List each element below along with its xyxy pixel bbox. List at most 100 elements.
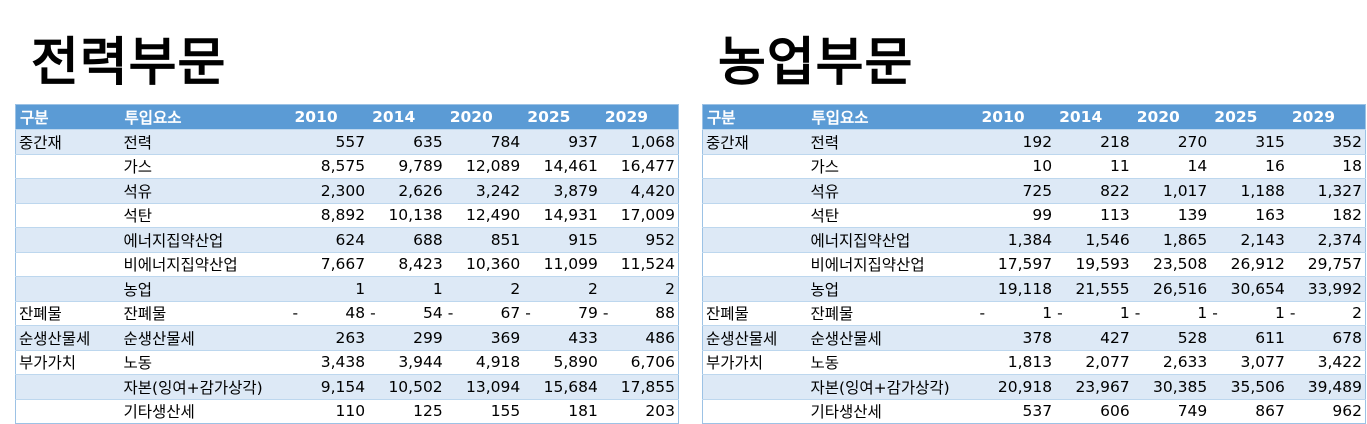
value-cell: -2 xyxy=(1287,300,1366,326)
cell-value: 851 xyxy=(490,230,521,249)
cell-value: 19,593 xyxy=(1075,255,1130,274)
negative-sign: - xyxy=(1212,303,1218,322)
value-cell: 19,593 xyxy=(1055,251,1133,277)
value-cell: 369 xyxy=(445,325,524,350)
value-cell: 4,420 xyxy=(600,178,679,203)
row-category xyxy=(702,398,808,424)
table-row: 가스 8,575 9,789 12,089 14,461 16,477 xyxy=(15,153,679,179)
value-cell: -1 xyxy=(1132,300,1211,326)
cell-value: 2,633 xyxy=(1162,353,1208,372)
value-cell: 2,143 xyxy=(1210,227,1288,252)
value-cell: 26,516 xyxy=(1132,276,1211,301)
cell-value: 822 xyxy=(1100,181,1130,200)
cell-value: 11,099 xyxy=(543,255,598,274)
cell-value: 39,489 xyxy=(1307,377,1362,396)
value-cell: 606 xyxy=(1055,398,1133,424)
header-year: 2025 xyxy=(523,104,601,130)
value-cell: 10 xyxy=(977,153,1056,179)
value-cell: 11,524 xyxy=(600,251,679,277)
table-row: 비에너지집약산업 7,667 8,423 10,360 11,099 11,524 xyxy=(15,251,679,277)
cell-value: 3,422 xyxy=(1317,353,1362,372)
value-cell: 1,546 xyxy=(1055,227,1133,252)
row-category xyxy=(702,227,808,252)
negative-sign: - xyxy=(602,303,609,322)
cell-value: 8,423 xyxy=(398,255,443,274)
negative-sign: - xyxy=(1289,303,1296,322)
cell-value: 635 xyxy=(413,132,443,151)
value-cell: - 88 xyxy=(600,300,679,326)
row-category xyxy=(15,202,121,228)
cell-value: 5,890 xyxy=(553,353,598,372)
table-row: 농업 19,118 21,555 26,516 30,654 33,992 xyxy=(702,276,1366,301)
cell-value: 1 xyxy=(1042,304,1053,323)
table-row: 부가가치 노동 1,813 2,077 2,633 3,077 3,422 xyxy=(702,349,1366,375)
cell-value: 163 xyxy=(1255,206,1285,225)
cell-value: 1 xyxy=(355,279,366,298)
cell-value: 14,931 xyxy=(543,206,598,225)
row-item: 자본(잉여+감가상각) xyxy=(120,374,291,399)
value-cell: 1,327 xyxy=(1287,178,1366,203)
value-cell: 10,502 xyxy=(368,374,446,399)
cell-value: 14,461 xyxy=(543,157,598,176)
cell-value: 11,524 xyxy=(620,255,675,274)
value-cell: 1,384 xyxy=(977,227,1056,252)
table-row: 순생산물세 순생산물세 263 299 369 433 486 xyxy=(15,325,679,350)
value-cell: 299 xyxy=(368,325,446,350)
row-item: 노동 xyxy=(807,349,978,375)
cell-value: 17,009 xyxy=(620,206,675,225)
row-category xyxy=(702,153,808,179)
cell-value: 624 xyxy=(335,230,366,249)
cell-value: 1,813 xyxy=(1007,353,1053,372)
cell-value: 299 xyxy=(413,328,443,347)
cell-value: 1 xyxy=(432,279,443,298)
cell-value: 1 xyxy=(1197,304,1208,323)
header-year: 2010 xyxy=(977,104,1056,130)
cell-value: 10,360 xyxy=(466,255,521,274)
table-row: 잔폐물 잔폐물 -48-54-67-79-88 xyxy=(15,300,679,326)
value-cell: 39,489 xyxy=(1287,374,1366,399)
cell-value: 369 xyxy=(490,328,521,347)
value-cell: 6,706 xyxy=(600,349,679,375)
value-cell: 8,423 xyxy=(368,251,446,277)
cell-value: 26,516 xyxy=(1153,279,1208,298)
cell-value: 915 xyxy=(568,230,598,249)
value-cell: 35,506 xyxy=(1210,374,1288,399)
value-cell: 784 xyxy=(445,129,524,154)
cell-value: 1,384 xyxy=(1007,230,1053,249)
row-item: 잔폐물 xyxy=(120,300,291,326)
cell-value: 29,757 xyxy=(1307,255,1362,274)
value-cell: 16 xyxy=(1210,153,1288,179)
value-cell: 3,438 xyxy=(290,349,369,375)
cell-value: 11 xyxy=(1109,157,1130,176)
cell-value: 725 xyxy=(1022,181,1053,200)
value-cell: -1 xyxy=(1055,300,1133,326)
cell-value: 125 xyxy=(413,402,443,421)
table-header-row: 구분 투입요소 2010 2014 2020 2025 2029 xyxy=(702,104,1366,130)
cell-value: 2 xyxy=(665,279,675,298)
table-header-row: 구분 투입요소 2010 2014 2020 2025 2029 xyxy=(15,104,679,130)
cell-value: 110 xyxy=(335,402,366,421)
cell-value: 26,912 xyxy=(1230,255,1285,274)
cell-value: 181 xyxy=(568,402,598,421)
table-row: 기타생산세 110 125 155 181 203 xyxy=(15,398,679,424)
row-item: 농업 xyxy=(120,276,291,301)
row-item: 에너지집약산업 xyxy=(120,227,291,252)
value-cell: - 79 xyxy=(523,300,601,326)
negative-sign: - xyxy=(292,303,299,322)
value-cell: 10,360 xyxy=(445,251,524,277)
value-cell: 17,855 xyxy=(600,374,679,399)
cell-value: 19,118 xyxy=(997,279,1053,298)
value-cell: 2,374 xyxy=(1287,227,1366,252)
value-cell: 11,099 xyxy=(523,251,601,277)
cell-value: 23,508 xyxy=(1153,255,1208,274)
data-table: 구분 투입요소 2010 2014 2020 2025 2029 중간재 전력 55… xyxy=(15,104,679,424)
value-cell: 915 xyxy=(523,227,601,252)
value-cell: 9,154 xyxy=(290,374,369,399)
cell-value: 611 xyxy=(1255,328,1285,347)
value-cell: 18 xyxy=(1287,153,1366,179)
value-cell: 23,967 xyxy=(1055,374,1133,399)
value-cell: 270 xyxy=(1132,129,1211,154)
table-row: 자본(잉여+감가상각) 9,154 10,502 13,094 15,684 17,855 xyxy=(15,374,679,399)
value-cell: 537 xyxy=(977,398,1056,424)
value-cell: 218 xyxy=(1055,129,1133,154)
